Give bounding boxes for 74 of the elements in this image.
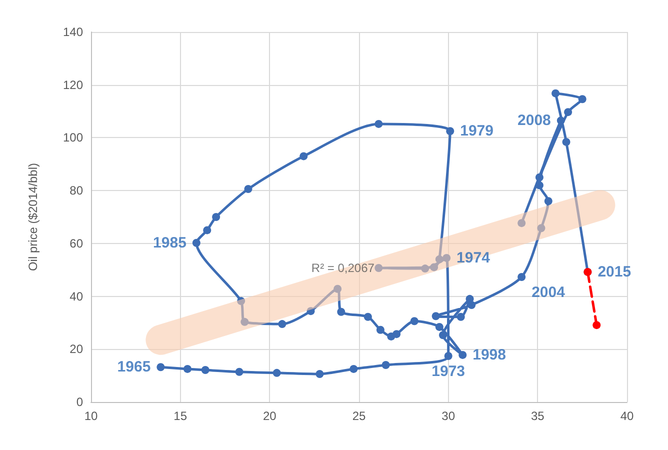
- y-tick-label: 140: [62, 25, 84, 39]
- x-tick-label: 35: [530, 409, 545, 423]
- annotation: 2008: [518, 112, 551, 130]
- annotation: 1965: [117, 358, 151, 376]
- point: [376, 326, 384, 334]
- point: [552, 89, 560, 98]
- y-tick-label: 20: [70, 342, 84, 356]
- annotation: 1998: [472, 346, 506, 364]
- x-tick-label: 20: [262, 409, 277, 423]
- y-tick-label: 40: [70, 289, 84, 304]
- point: [458, 350, 467, 359]
- point: [556, 116, 565, 125]
- point: [564, 108, 572, 116]
- point: [438, 331, 447, 340]
- point: [212, 213, 220, 221]
- point: [350, 364, 358, 373]
- point: [306, 307, 315, 316]
- point: [578, 95, 586, 104]
- point: [364, 312, 372, 321]
- point: [410, 317, 418, 326]
- point: [562, 138, 570, 146]
- point: [272, 368, 281, 377]
- point: [435, 255, 444, 264]
- y-tick-label: 60: [70, 236, 84, 250]
- point: [300, 152, 308, 160]
- annotation: 2015: [598, 263, 632, 280]
- y-tick-label: 80: [70, 184, 84, 198]
- y-tick-label: 120: [62, 78, 84, 92]
- point: [518, 219, 526, 228]
- point: [192, 238, 200, 247]
- point: [444, 352, 452, 360]
- point: [592, 321, 601, 330]
- point: [456, 312, 465, 321]
- point: [235, 368, 244, 376]
- point: [334, 284, 342, 293]
- y-tick-label: 100: [62, 130, 84, 145]
- point: [544, 197, 552, 206]
- point: [156, 363, 165, 372]
- point: [430, 263, 438, 272]
- x-tick-label: 25: [352, 409, 366, 423]
- point: [183, 364, 192, 373]
- point: [201, 366, 210, 374]
- point: [278, 320, 286, 328]
- x-tick-label: 40: [620, 409, 634, 423]
- point: [203, 226, 212, 234]
- y-axis-title: Oil price ($2014/bbl): [26, 162, 40, 272]
- point: [316, 370, 324, 378]
- point: [446, 127, 454, 136]
- x-tick-label: 10: [84, 409, 98, 423]
- point: [337, 308, 346, 316]
- point: [535, 173, 544, 182]
- point: [518, 272, 526, 281]
- annotation: R² = 0,2067: [311, 261, 375, 276]
- point: [244, 184, 252, 193]
- point: [421, 264, 430, 273]
- point: [432, 312, 440, 320]
- point: [374, 264, 383, 272]
- annotation: 1973: [432, 363, 466, 380]
- point: [442, 254, 451, 262]
- point: [537, 224, 546, 232]
- point: [468, 301, 476, 310]
- point: [240, 318, 249, 326]
- annotation: 1985: [153, 234, 186, 252]
- annotation: 1974: [456, 249, 491, 266]
- point: [374, 120, 383, 128]
- y-tick-label: 0: [76, 395, 84, 409]
- point: [392, 330, 401, 338]
- annotation: 2004: [532, 284, 566, 301]
- point: [382, 361, 390, 369]
- x-tick-label: 30: [442, 409, 456, 423]
- annotation: 1979: [460, 122, 494, 140]
- x-tick-label: 15: [174, 409, 188, 423]
- point: [237, 297, 246, 306]
- point: [435, 322, 444, 331]
